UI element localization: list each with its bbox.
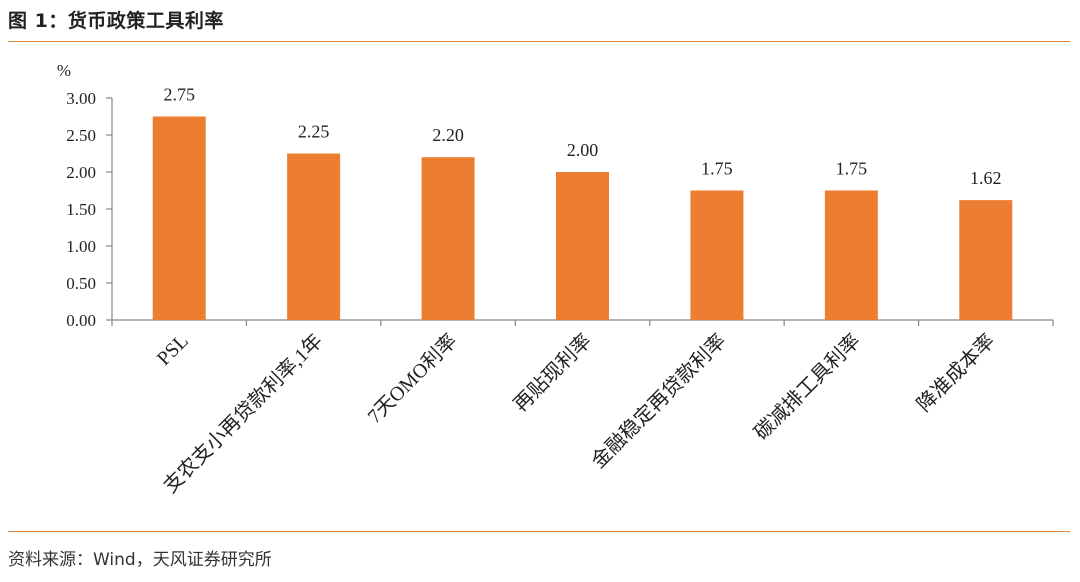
x-axis <box>111 319 1054 326</box>
bar <box>959 200 1013 320</box>
category-label: 7天OMO利率 <box>363 329 462 428</box>
y-tick-label: 1.50 <box>66 200 96 219</box>
bar <box>287 153 341 320</box>
category-label: 再贴现利率 <box>509 329 596 416</box>
y-tick-label: 0.50 <box>66 274 96 293</box>
bar <box>824 190 878 320</box>
category-label: 金融稳定再贷款利率 <box>587 329 731 473</box>
bar-value-label: 2.20 <box>432 125 464 145</box>
bar <box>152 116 206 320</box>
bar-value-label: 1.75 <box>836 159 868 179</box>
y-tick-label: 1.00 <box>66 237 96 256</box>
y-tick-label: 2.00 <box>66 163 96 182</box>
bottom-divider <box>8 531 1070 532</box>
top-divider <box>8 41 1070 42</box>
bar <box>690 190 744 320</box>
category-label: PSL <box>153 330 193 370</box>
figure-title: 图 1：货币政策工具利率 <box>8 10 224 32</box>
category-label: 碳减排工具利率 <box>750 329 865 444</box>
y-axis-unit-label: % <box>57 61 71 80</box>
y-tick-label: 0.00 <box>66 311 96 330</box>
y-axis: 0.00 0.50 1.00 1.50 2.00 2.50 3.00% <box>57 61 113 330</box>
category-label: 降准成本率 <box>912 329 999 416</box>
source-note: 资料来源：Wind，天风证券研究所 <box>8 550 272 570</box>
bars <box>152 116 1013 320</box>
bar-value-label: 2.25 <box>298 122 330 142</box>
bar <box>421 157 475 320</box>
bar <box>556 172 609 320</box>
y-tick-label: 2.50 <box>66 126 96 145</box>
bar-value-label: 1.62 <box>970 168 1002 188</box>
bar-value-label: 2.00 <box>567 140 599 160</box>
category-label: 支农支小再贷款利率,1年 <box>159 329 327 497</box>
bar-value-label: 2.75 <box>163 85 195 105</box>
bar-chart: 0.000.501.001.502.002.503.00% 2.752.25 2.… <box>57 61 1054 498</box>
bar-value-label: 1.75 <box>701 159 733 179</box>
y-tick-label: 3.00 <box>66 89 96 108</box>
value-labels: 2.75 2.25 2.20 2.00 1.75 1.75 1.62 <box>163 85 1001 189</box>
